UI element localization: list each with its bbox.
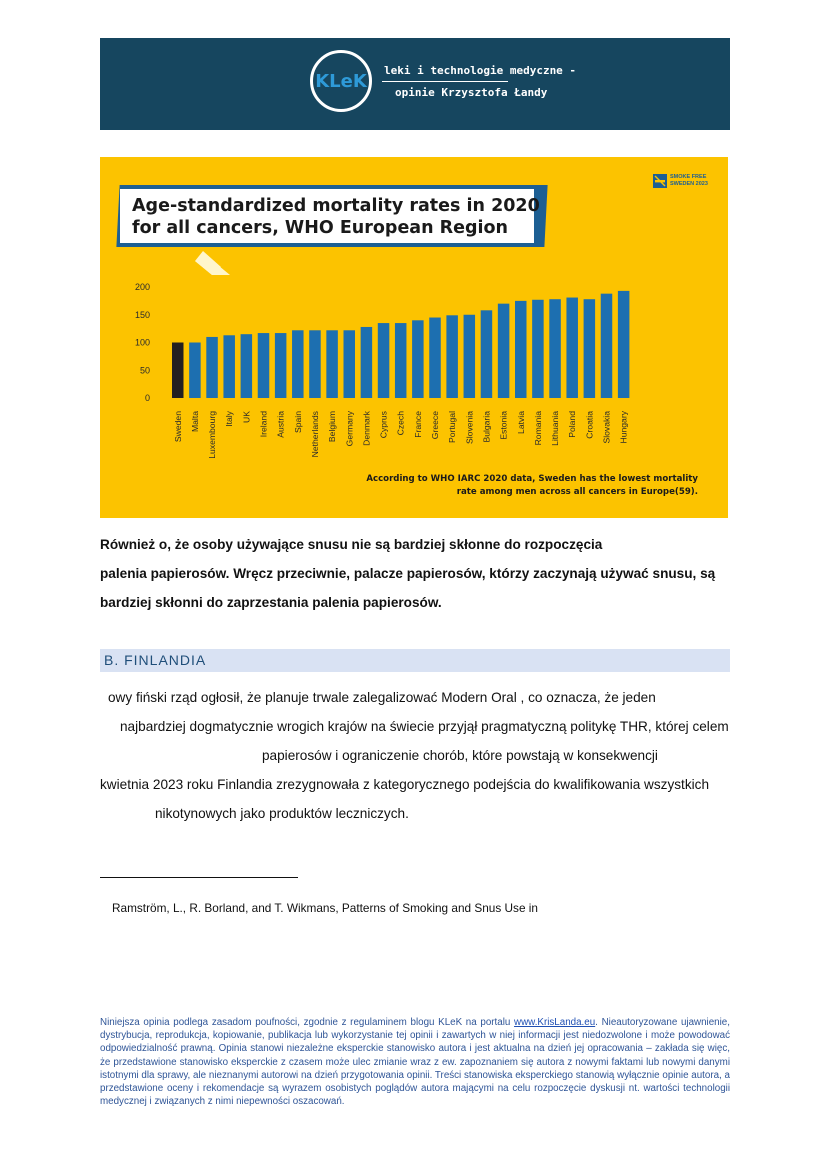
- y-tick-label: 100: [135, 338, 150, 348]
- text-line: owy fiński rząd ogłosił, że planuje trwa…: [108, 690, 656, 705]
- bar-lithuania: [549, 299, 561, 398]
- x-tick-label: Luxembourg: [207, 411, 217, 459]
- text-line: najbardziej dogmatycznie wrogich krajów …: [120, 719, 729, 734]
- y-tick-label: 150: [135, 310, 150, 320]
- bar-czech: [394, 323, 407, 398]
- disclaimer-text-2: . Nieautoryzowane ujawnienie, dystrybucj…: [100, 1017, 730, 1108]
- bar-luxembourg: [206, 336, 218, 398]
- text-line: bardziej skłonni do zaprzestania palenia…: [100, 595, 442, 610]
- x-tick-label: Bulgaria: [481, 411, 491, 443]
- section-title: B. FINLANDIA: [104, 652, 207, 668]
- bar-belgium: [326, 330, 338, 398]
- bar-greece: [429, 317, 441, 398]
- badge-line-1: SMOKE FREE: [670, 174, 707, 180]
- header-banner: KLeK leki i technologie medyczne - opini…: [100, 38, 730, 130]
- bar-sweden: [172, 342, 184, 398]
- x-tick-label: Slovakia: [602, 411, 612, 444]
- disclaimer: Niniejsza opinia podlega zasadom poufnoś…: [100, 1016, 730, 1108]
- badge-line-2: SWEDEN 2023: [670, 181, 708, 187]
- text-line: palenia papierosów. Wręcz przeciwnie, pa…: [100, 566, 716, 581]
- chart-caption: According to WHO IARC 2020 data, Sweden …: [366, 473, 698, 499]
- bar-malta: [189, 342, 201, 398]
- x-tick-label: Italy: [224, 410, 234, 426]
- x-tick-label: Netherlands: [310, 411, 320, 457]
- logo-tagline-2: opinie Krzysztofa Łandy: [395, 86, 548, 99]
- x-tick-label: Denmark: [361, 410, 371, 446]
- klek-logo: KLeK: [310, 50, 372, 112]
- bar-denmark: [360, 326, 373, 398]
- caption-line-2: rate among men across all cancers in Eur…: [456, 487, 698, 497]
- x-tick-label: Poland: [567, 411, 577, 438]
- footnote: Ramström, L., R. Borland, and T. Wikmans…: [112, 901, 538, 915]
- chart-title-line-1: Age-standardized mortality rates in 2020: [132, 196, 540, 216]
- x-tick-label: Germany: [344, 410, 354, 446]
- x-tick-label: Austria: [276, 411, 286, 438]
- bar-austria: [274, 333, 287, 398]
- x-tick-label: Czech: [396, 411, 406, 436]
- x-tick-label: Slovenia: [464, 411, 474, 444]
- bar-estonia: [497, 303, 510, 398]
- bar-slovenia: [463, 314, 476, 398]
- text-line: nikotynowych jako produktów leczniczych.: [155, 806, 409, 821]
- bar-germany: [343, 330, 355, 398]
- text-line: papierosów i ograniczenie chorób, które …: [262, 748, 658, 763]
- section-heading-finlandia: B. FINLANDIA: [100, 649, 730, 672]
- x-tick-label: Sweden: [173, 411, 183, 442]
- no-smoking-icon: [653, 174, 667, 188]
- footnote-separator: [100, 877, 298, 878]
- bar-cyprus: [377, 323, 390, 398]
- y-tick-label: 0: [145, 393, 150, 403]
- bar-croatia: [583, 299, 596, 398]
- text-line: kwietnia 2023 roku Finlandia zrezygnował…: [100, 777, 710, 792]
- x-tick-label: Portugal: [447, 411, 457, 443]
- badge-text: SMOKE FREE SWEDEN 2023: [670, 174, 708, 188]
- x-tick-label: Spain: [293, 411, 303, 433]
- x-tick-label: Lithuania: [550, 411, 560, 446]
- logo-tagline-1: leki i technologie medyczne -: [384, 64, 577, 77]
- x-tick-label: Ireland: [259, 411, 269, 437]
- smoke-free-badge: SMOKE FREE SWEDEN 2023: [653, 174, 713, 190]
- chevron-arrows-icon: [195, 251, 230, 275]
- y-tick-label: 50: [140, 365, 150, 375]
- bar-netherlands: [309, 330, 321, 398]
- caption-line-1: According to WHO IARC 2020 data, Sweden …: [366, 474, 698, 484]
- bar-portugal: [446, 315, 458, 398]
- x-tick-label: France: [413, 411, 423, 438]
- y-tick-label: 200: [135, 282, 150, 292]
- logo-text: KLeK: [315, 70, 367, 92]
- bar-ireland: [257, 333, 270, 398]
- x-tick-label: Hungary: [619, 410, 629, 443]
- bar-italy: [223, 335, 235, 398]
- bar-spain: [292, 330, 304, 398]
- text-line: Również o, że osoby używające snusu nie …: [100, 537, 603, 552]
- chart-title-box: Age-standardized mortality rates in 2020…: [120, 189, 540, 243]
- x-tick-label: Belgium: [327, 411, 337, 442]
- x-tick-label: Malta: [190, 411, 200, 432]
- chart-title-line-2: for all cancers, WHO European Region: [132, 218, 509, 238]
- bar-slovakia: [600, 293, 613, 398]
- x-tick-label: Estonia: [499, 411, 509, 440]
- bar-france: [412, 320, 424, 398]
- x-tick-label: Greece: [430, 411, 440, 439]
- x-tick-label: Latvia: [516, 411, 526, 434]
- x-tick-label: UK: [241, 411, 251, 423]
- bar-bulgaria: [480, 310, 493, 398]
- bar-uk: [240, 334, 253, 398]
- x-tick-label: Romania: [533, 411, 543, 446]
- bar-romania: [532, 299, 544, 398]
- bar-poland: [566, 297, 578, 398]
- mortality-bar-chart: 0 50 100 150 200 Sweden Malta Luxembourg Italy UK…: [135, 251, 630, 459]
- bar-hungary: [617, 290, 630, 398]
- bar-latvia: [515, 300, 527, 398]
- logo-divider: [382, 81, 508, 82]
- disclaimer-text-1: Niniejsza opinia podlega zasadom poufnoś…: [100, 1017, 515, 1028]
- x-tick-label: Cyprus: [379, 411, 389, 438]
- paragraph-finland: owy fiński rząd ogłosił, że planuje trwa…: [100, 684, 730, 834]
- mortality-infographic: Age-standardized mortality rates in 2020…: [100, 157, 728, 518]
- x-tick-label: Croatia: [584, 411, 594, 439]
- krislanda-link[interactable]: www.KrisLanda.eu: [514, 1017, 596, 1028]
